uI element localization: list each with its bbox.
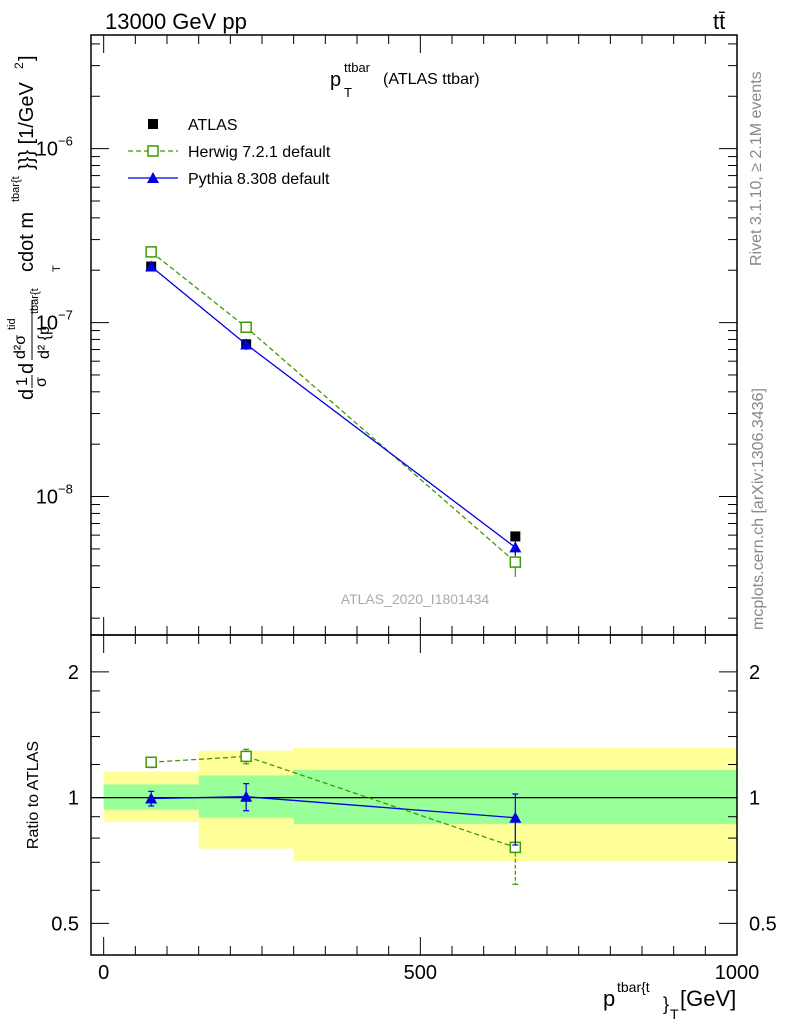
- legend-label: Pythia 8.308 default: [188, 171, 330, 188]
- ylabel-units-close: ]: [16, 55, 38, 61]
- main-title-sup: ttbar: [344, 60, 371, 75]
- main-data-point: [510, 531, 521, 542]
- ratio-y-tick-label-right: 0.5: [749, 913, 777, 935]
- ratio-data-point: [240, 790, 253, 802]
- ratio-series-layer: [145, 748, 522, 885]
- ratio-x-tick-label: 1000: [715, 962, 760, 984]
- main-series-0: [146, 261, 521, 542]
- ylabel-cdot: cdot m: [16, 212, 38, 272]
- main-data-point: [240, 321, 252, 334]
- main-y-tick-exponent: −7: [58, 308, 73, 323]
- ylabel-cdot-sup: tbar{t: [10, 176, 22, 202]
- ratio-bands: [103, 747, 737, 862]
- legend-entry-1: Herwig 7.2.1 default: [128, 144, 331, 161]
- svg-text:d: d: [16, 389, 38, 400]
- main-data-point: [145, 260, 158, 272]
- main-y-tick-label: 10: [36, 139, 58, 161]
- ratio-plot: 0.5 0.5 1 1 2 2 0 500 1000 Ratio to ATLAS p tba…: [25, 634, 777, 1022]
- main-data-point: [145, 246, 157, 258]
- main-data-point: [509, 556, 522, 568]
- ratio-y-tick-label-right: 1: [749, 788, 760, 810]
- header-right-tbar: t̄: [719, 9, 725, 34]
- main-title-sub: T: [344, 85, 352, 100]
- xlabel-brace: }: [663, 994, 669, 1014]
- main-title-p: p: [330, 69, 341, 91]
- ratio-series-line: [151, 755, 516, 849]
- ratio-y-tick-label: 0.5: [51, 913, 79, 935]
- ylabel-frac2-num: d²σ: [12, 335, 29, 359]
- xlabel-p: p: [603, 986, 615, 1011]
- legend-marker: [147, 145, 159, 157]
- ratio-data-point: [145, 756, 157, 769]
- legend-marker: [147, 172, 159, 183]
- main-title: p ttbar T (ATLAS ttbar): [330, 60, 480, 100]
- ylabel-units-sup: 2: [12, 62, 26, 69]
- ylabel-frac2-den-sub: T: [51, 265, 63, 272]
- legend: ATLAS Herwig 7.2.1 default Pythia 8.308 de…: [128, 117, 331, 188]
- main-y-tick-exponent: −8: [58, 482, 73, 497]
- ylabel-frac-den: σ: [33, 377, 50, 387]
- ratio-x-tick-label: 0: [98, 962, 109, 984]
- ratio-x-ticks: 0 500 1000: [98, 635, 759, 984]
- ratio-x-tick-label: 500: [404, 962, 437, 984]
- ratio-data-point: [145, 792, 158, 804]
- ylabel-frac-num: 1: [14, 377, 31, 386]
- ratio-data-point: [240, 750, 252, 763]
- header-right-t: t: [713, 9, 719, 34]
- main-series-line: [150, 251, 516, 563]
- ylabel-frac2-num-sup: tid: [6, 318, 18, 330]
- ratio-y-ticks: 0.5 0.5 1 1 2 2: [51, 662, 777, 936]
- ylabel-d2: d: [16, 363, 38, 374]
- ratio-y-tick-label-right: 2: [749, 662, 760, 684]
- legend-label: Herwig 7.2.1 default: [188, 144, 331, 161]
- header-right-label: tt̄: [713, 9, 725, 34]
- xlabel-sub: T: [670, 1006, 679, 1022]
- legend-entry-0: ATLAS: [148, 117, 238, 134]
- legend-entry-2: Pythia 8.308 default: [128, 171, 330, 188]
- ylabel-frac2-den-sup: tbar{t: [29, 288, 41, 314]
- main-y-tick-label: 10: [36, 313, 58, 335]
- ratio-y-tick-label: 2: [68, 662, 79, 684]
- main-plot: 10−610−710−8 p ttbar T (ATLAS ttbar) ATL…: [6, 34, 738, 636]
- ratio-xlabel: p tbar{t } T [GeV]: [603, 979, 736, 1022]
- main-series-layer: [145, 246, 522, 577]
- svg-text:tt̄: tt̄: [713, 9, 725, 34]
- ratio-series-0: [145, 748, 522, 885]
- legend-label: ATLAS: [188, 117, 238, 134]
- mcplots-label: mcplots.cern.ch [arXiv:1306.3436]: [750, 388, 767, 630]
- ratio-data-point: [509, 811, 522, 823]
- main-data-point: [240, 338, 253, 350]
- main-series-1: [145, 246, 522, 577]
- main-y-tick-exponent: −6: [58, 134, 73, 149]
- header-left-label: 13000 GeV pp: [105, 9, 247, 34]
- xlabel-sup: tbar{t: [617, 979, 650, 995]
- svg-text:p: p: [330, 69, 341, 91]
- ratio-plot-frame: [90, 634, 738, 956]
- main-y-ticks: 10−610−710−8: [36, 43, 737, 619]
- main-y-tick-label: 10: [36, 487, 58, 509]
- main-title-rest: (ATLAS ttbar): [383, 71, 480, 88]
- ylabel-units: }}} [1/GeV: [16, 81, 38, 170]
- main-ylabel: d 1 σ d d²σ tid d² {p tbar{t T cdot m tb…: [6, 55, 63, 400]
- xlabel-units: [GeV]: [680, 986, 736, 1011]
- legend-marker: [148, 119, 158, 129]
- ratio-y-tick-label: 1: [68, 788, 79, 810]
- ratio-series-1: [145, 783, 522, 846]
- main-series-line: [150, 266, 516, 548]
- watermark: ATLAS_2020_I1801434: [341, 591, 490, 607]
- main-data-point: [509, 541, 522, 553]
- ylabel-frac2-den: d² {p: [36, 326, 53, 359]
- ylabel-d1: d: [16, 389, 38, 400]
- main-series-2: [145, 260, 522, 556]
- rivet-version-label: Rivet 3.1.10, ≥ 2.1M events: [748, 71, 765, 266]
- ratio-ylabel: Ratio to ATLAS: [25, 741, 42, 849]
- main-x-ticks: [103, 35, 738, 635]
